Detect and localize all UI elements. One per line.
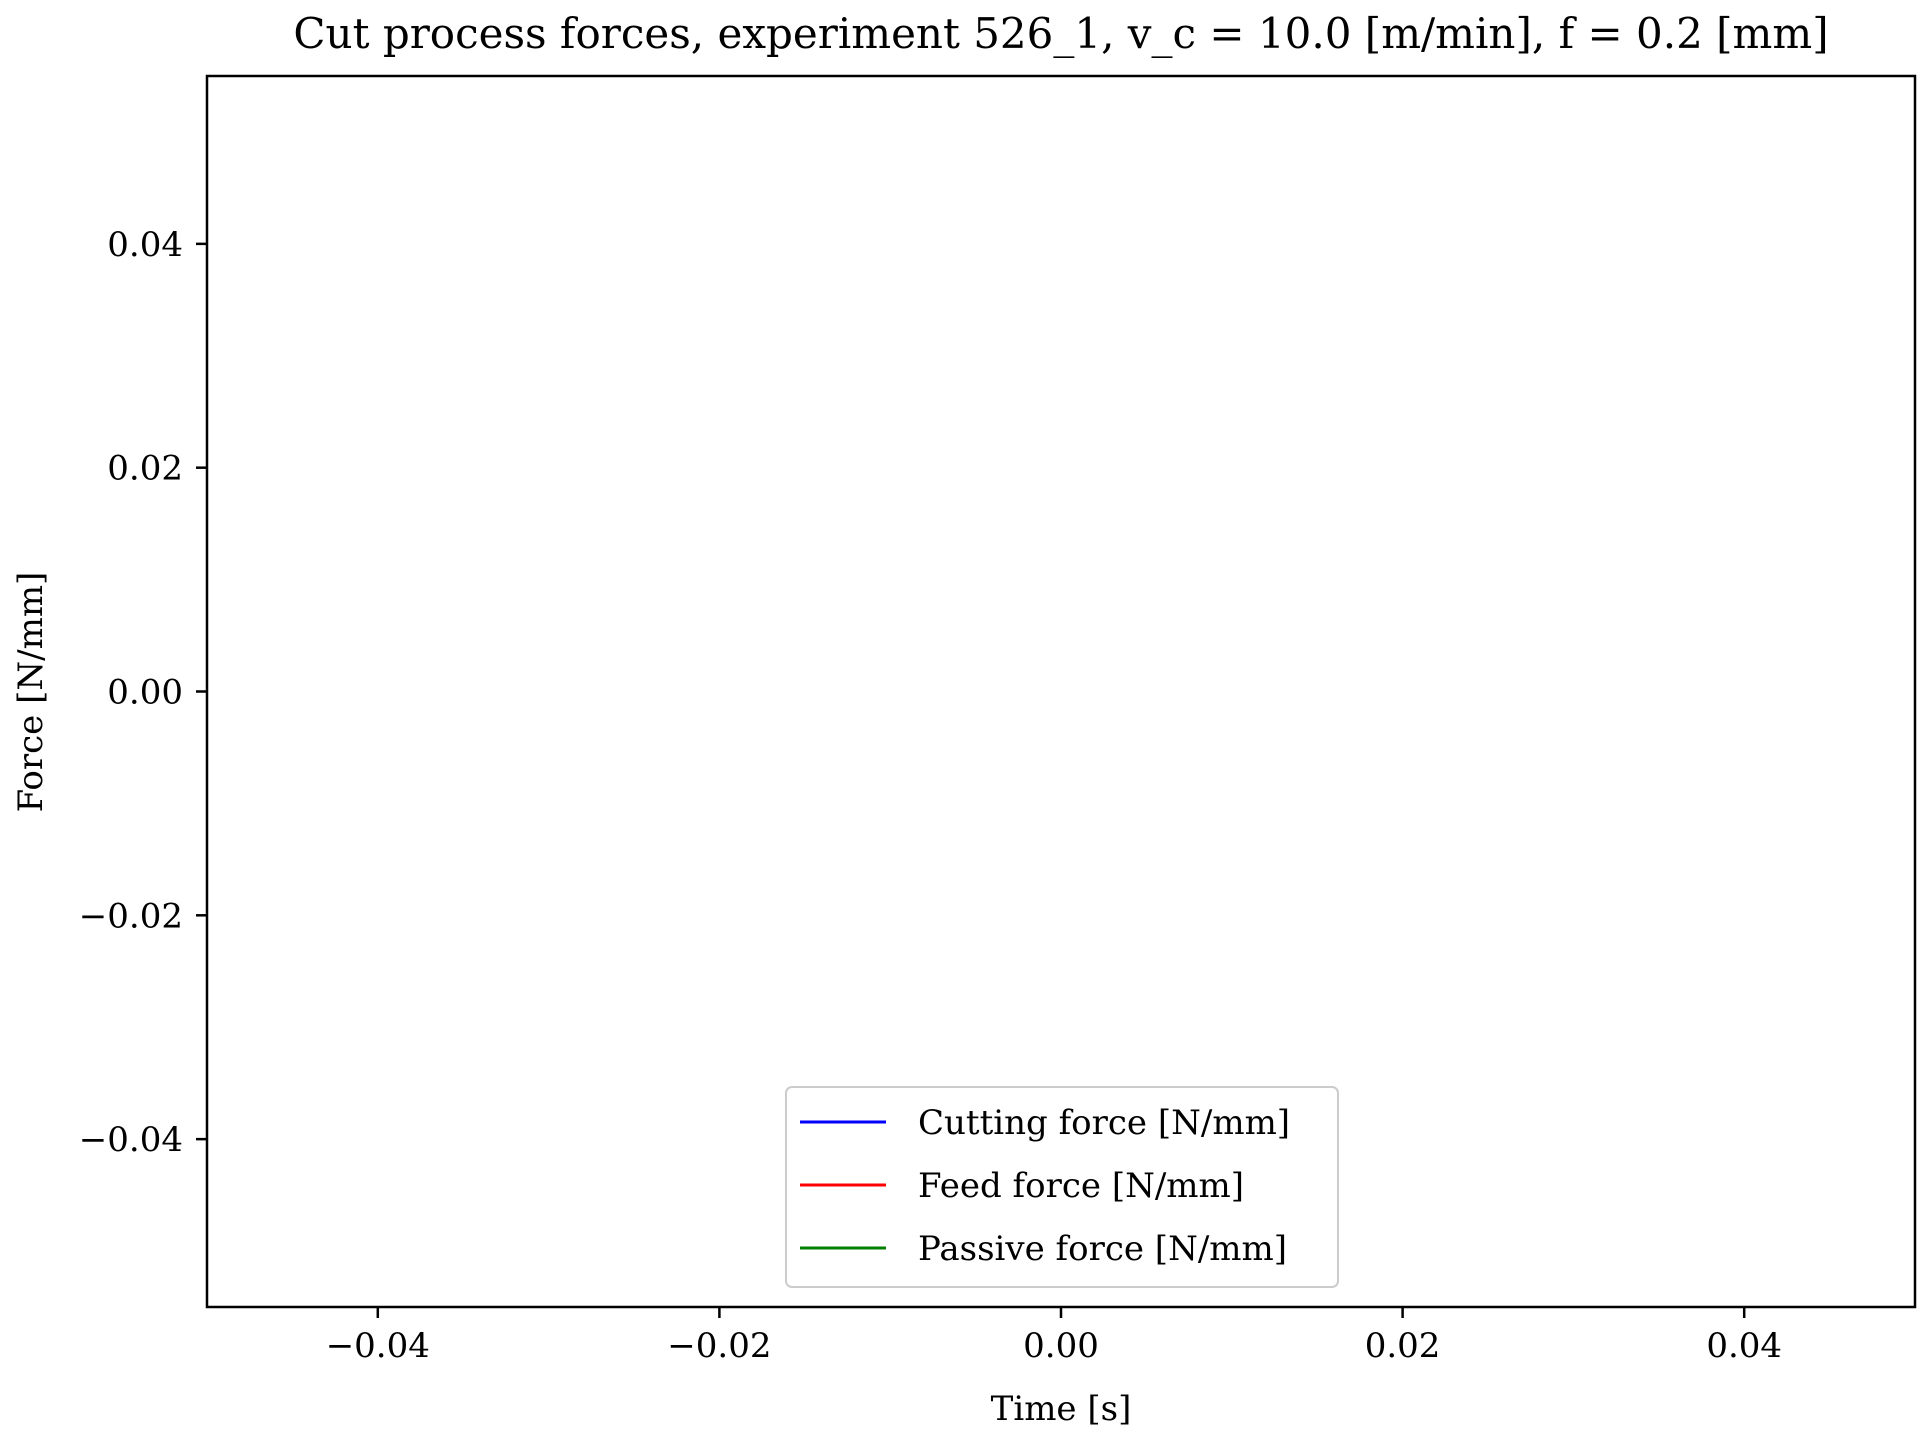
x-tick-label: 0.00 xyxy=(1023,1326,1099,1366)
y-tick-label: −0.02 xyxy=(79,896,183,936)
legend-label: Cutting force [N/mm] xyxy=(918,1103,1290,1143)
y-tick-label: 0.02 xyxy=(107,449,183,489)
legend-entries: Cutting force [N/mm] Feed force [N/mm] Pas… xyxy=(800,1103,1290,1269)
y-axis-label: Force [N/mm] xyxy=(11,572,51,813)
y-tick-label: 0.04 xyxy=(107,225,183,265)
x-tick-label: 0.04 xyxy=(1706,1326,1782,1366)
x-axis-ticks: −0.04 −0.02 0.00 0.02 0.04 xyxy=(326,1307,1782,1366)
legend-label: Feed force [N/mm] xyxy=(918,1166,1244,1206)
x-tick-label: −0.04 xyxy=(326,1326,430,1366)
x-tick-label: −0.02 xyxy=(667,1326,771,1366)
legend-box xyxy=(785,1086,1339,1288)
legend-label: Passive force [N/mm] xyxy=(918,1229,1287,1269)
y-tick-label: 0.00 xyxy=(107,673,183,713)
x-axis-label: Time [s] xyxy=(991,1389,1132,1429)
y-tick-label: −0.04 xyxy=(79,1120,183,1160)
y-axis-ticks: 0.04 0.02 0.00 −0.02 −0.04 xyxy=(79,225,207,1160)
chart-title: Cut process forces, experiment 526_1, v_… xyxy=(293,9,1828,58)
x-tick-label: 0.02 xyxy=(1365,1326,1441,1366)
legend: Cutting force [N/mm] Feed force [N/mm] Pas… xyxy=(785,1086,1339,1288)
